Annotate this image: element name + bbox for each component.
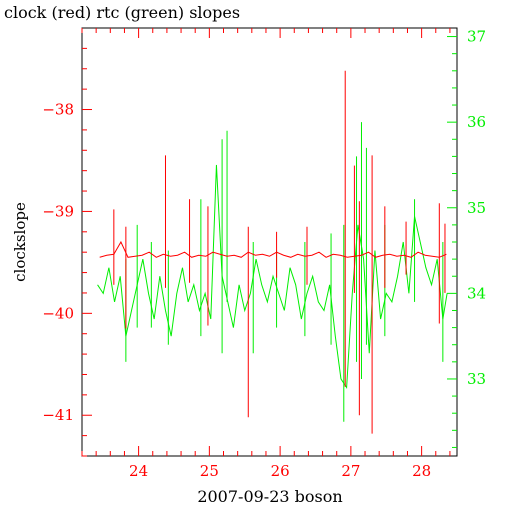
x-tick-label: 25 <box>200 462 219 480</box>
x-tick-label: 27 <box>341 462 360 480</box>
x-axis: 24 25 26 27 28 <box>81 28 451 480</box>
chart-title: clock (red) rtc (green) slopes <box>4 3 240 22</box>
right-tick-label: 37 <box>467 28 486 46</box>
x-axis-label: 2007-09-23 boson <box>197 487 342 506</box>
series-rtc-green <box>97 122 448 422</box>
x-tick-label: 26 <box>271 462 290 480</box>
y-axis-label: clockslope <box>11 202 29 282</box>
left-tick-label: −38 <box>42 101 74 119</box>
left-axis: −38 −39 −40 −41 <box>42 47 92 457</box>
right-axis: 33 34 35 36 37 <box>447 28 486 448</box>
series-clock-red <box>99 70 447 434</box>
left-tick-label: −39 <box>42 202 74 220</box>
clock-line <box>99 240 447 258</box>
left-tick-label: −40 <box>42 304 74 322</box>
x-tick-label: 24 <box>129 462 148 480</box>
right-tick-label: 36 <box>467 113 486 131</box>
x-tick-label: 28 <box>412 462 431 480</box>
left-tick-label: −41 <box>42 406 74 424</box>
rtc-line <box>97 164 448 390</box>
right-tick-label: 35 <box>467 199 486 217</box>
plot-frame <box>81 27 458 457</box>
right-tick-label: 34 <box>467 284 486 302</box>
right-tick-label: 33 <box>467 370 486 388</box>
